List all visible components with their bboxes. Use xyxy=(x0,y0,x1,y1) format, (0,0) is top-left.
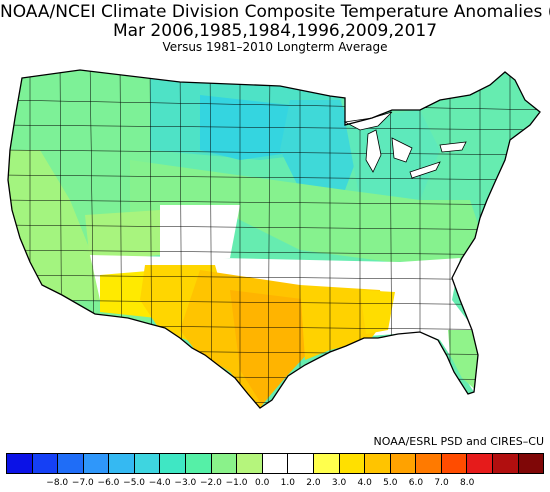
lake-michigan xyxy=(365,129,382,173)
color-scale-tick-label: 4.0 xyxy=(357,478,372,488)
color-scale-cell xyxy=(134,454,161,473)
map-title: NOAA/NCEI Climate Division Composite Tem… xyxy=(0,2,550,22)
color-scale-cell xyxy=(7,454,33,473)
color-scale-cell xyxy=(390,454,417,473)
region-fill-southwest-interior xyxy=(160,205,240,262)
color-scale-cell xyxy=(83,454,110,473)
region-fill-central-plains xyxy=(130,160,480,262)
color-scale-tick-label: −1.0 xyxy=(225,478,248,488)
color-scale-cell xyxy=(288,454,314,473)
color-scale-tick-label: 5.0 xyxy=(383,478,398,488)
region-fill-mississippi xyxy=(360,290,395,334)
color-scale-cell xyxy=(109,454,135,473)
credit-label: NOAA/ESRL PSD and CIRES–CU xyxy=(373,435,544,448)
map-subtitle-baseline: Versus 1981–2010 Longterm Average xyxy=(162,40,388,54)
color-scale-tick-label: 7.0 xyxy=(434,478,449,488)
color-scale-cell xyxy=(518,454,544,473)
color-scale-cell xyxy=(441,454,468,473)
color-scale-tick-label: −6.0 xyxy=(97,478,120,488)
color-scale-cell xyxy=(339,454,366,473)
lake-ontario xyxy=(439,141,467,153)
lake-huron xyxy=(391,137,413,163)
lake-erie xyxy=(409,161,441,179)
color-scale-tick-label: 8.0 xyxy=(459,478,475,488)
color-scale-ticks: −8.0 −7.0 −6.0 −5.0 −4.0 −3.0 −2.0 −1.0 0.0 1.0 2.… xyxy=(0,478,550,492)
color-scale-cell xyxy=(262,454,289,473)
region-fill-florida xyxy=(448,330,478,392)
color-scale-cell xyxy=(32,454,59,473)
color-scale-tick-label: 1.0 xyxy=(280,478,295,488)
color-scale-tick-label: −4.0 xyxy=(148,478,171,488)
color-scale-cell xyxy=(237,454,263,473)
color-scale-cell xyxy=(211,454,238,473)
color-scale-tick-label: 2.0 xyxy=(306,478,321,488)
region-fill-central-texas xyxy=(230,290,320,405)
color-scale-cell xyxy=(58,454,84,473)
color-scale-tick-label: −3.0 xyxy=(174,478,197,488)
color-scale-tick-label: −7.0 xyxy=(71,478,94,488)
color-scale-tick-label: −5.0 xyxy=(123,478,146,488)
color-scale-tick-label: 6.0 xyxy=(408,478,424,488)
color-scale-cell xyxy=(492,454,519,473)
color-scale-bar xyxy=(6,453,544,474)
color-scale-cell xyxy=(186,454,212,473)
color-scale-tick-label: −8.0 xyxy=(46,478,69,488)
color-scale-cell xyxy=(160,454,187,473)
great-lakes-water xyxy=(343,111,467,179)
color-scale-cell xyxy=(313,454,340,473)
color-scale-tick-label: 3.0 xyxy=(331,478,347,488)
region-fill-great-lakes xyxy=(345,110,440,200)
color-scale-cell xyxy=(365,454,391,473)
color-scale-cell xyxy=(416,454,442,473)
region-fill-great-basin xyxy=(85,210,160,262)
color-scale-cell xyxy=(467,454,493,473)
color-scale-tick-label: −2.0 xyxy=(200,478,222,488)
color-scale-tick-label: 0.0 xyxy=(255,478,270,488)
us-temperature-anomaly-map xyxy=(7,69,541,409)
map-subtitle-years: Mar 2006,1985,1984,1996,2009,2017 xyxy=(112,21,438,41)
